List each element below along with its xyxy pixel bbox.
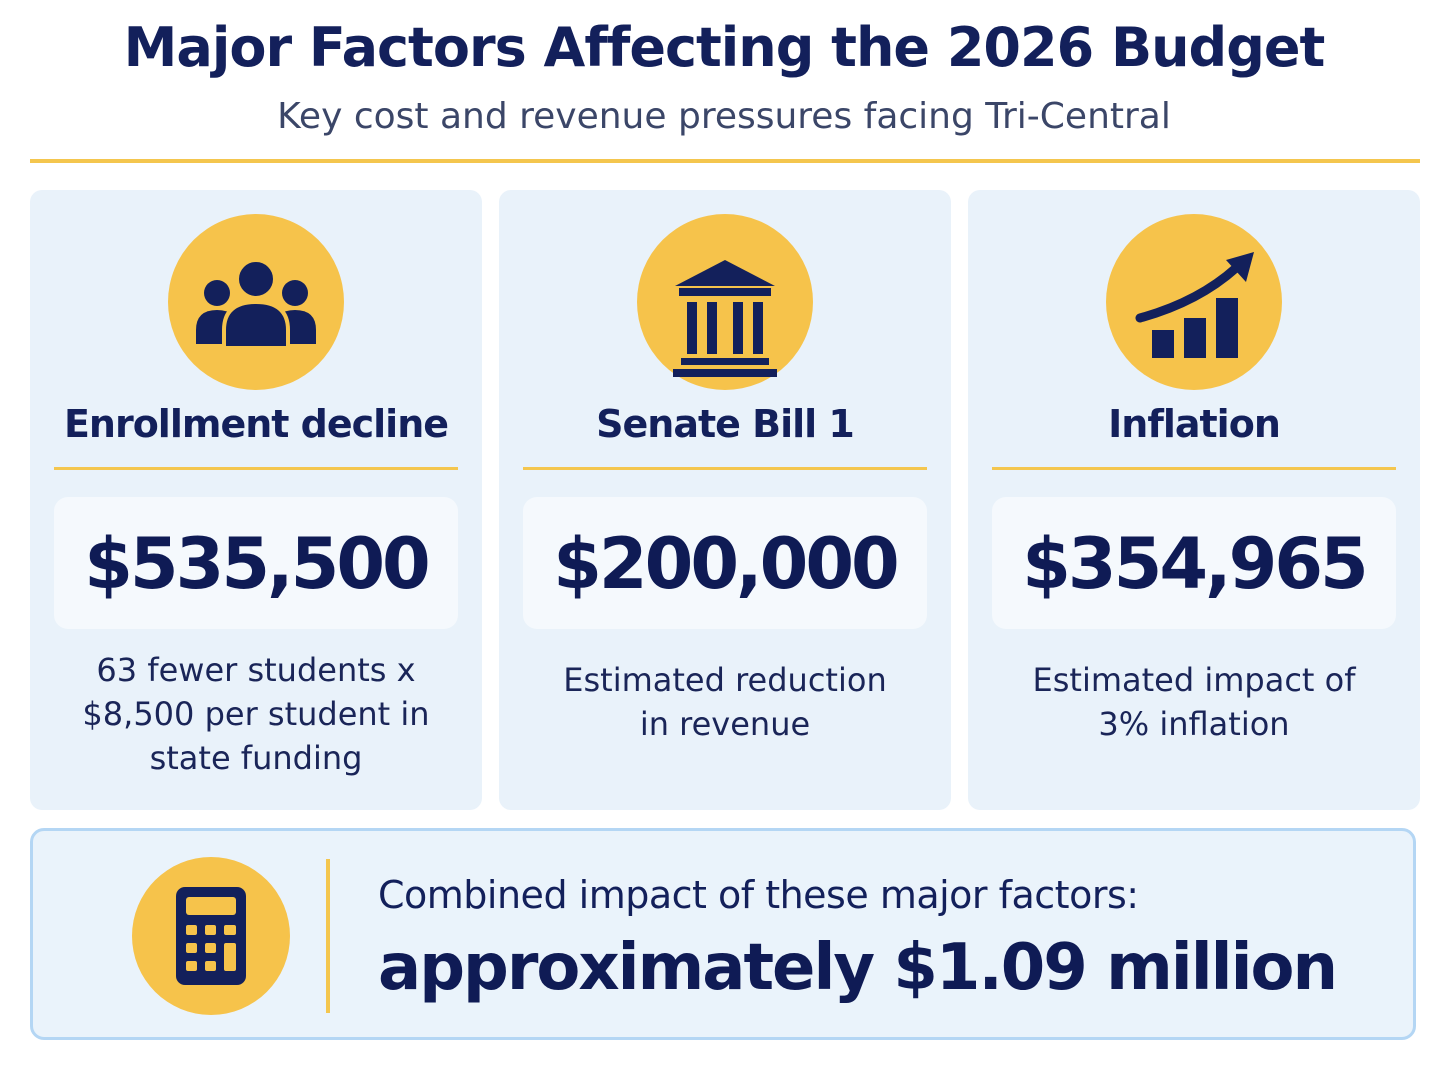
government-building-icon: [637, 214, 813, 390]
card-title: Senate Bill 1: [596, 402, 855, 446]
card-title: Inflation: [1108, 402, 1281, 446]
people-group-icon: [168, 214, 344, 390]
card-divider: [523, 467, 927, 470]
factor-card-enrollment: Enrollment decline $535,500 63 fewer stu…: [30, 190, 482, 810]
card-amount: $200,000: [553, 523, 900, 605]
amount-box: $200,000: [523, 497, 927, 629]
calculator-icon: [132, 857, 290, 1015]
page-subtitle: Key cost and revenue pressures facing Tr…: [277, 96, 1171, 137]
rising-bar-chart-icon: [1106, 214, 1282, 390]
card-amount: $535,500: [84, 523, 431, 605]
amount-box: $535,500: [54, 497, 458, 629]
summary-value: approximately $1.09 million: [378, 931, 1338, 1005]
combined-impact-panel: Combined impact of these major factors: …: [30, 828, 1416, 1040]
description-line: $8,500 per student in: [82, 695, 430, 733]
card-divider: [992, 467, 1396, 470]
factor-card-senate-bill: Senate Bill 1 $200,000 Estimated reducti…: [499, 190, 951, 810]
factor-card-inflation: Inflation $354,965 Estimated impact of 3…: [968, 190, 1420, 810]
card-divider: [54, 467, 458, 470]
summary-label: Combined impact of these major factors:: [378, 873, 1139, 917]
description-line: 63 fewer students x: [96, 651, 416, 689]
amount-box: $354,965: [992, 497, 1396, 629]
header-divider: [30, 159, 1420, 163]
card-description: Estimated impact of 3% inflation: [1008, 658, 1380, 746]
description-line: state funding: [149, 739, 363, 777]
description-line: Estimated reduction: [563, 661, 887, 699]
card-description: Estimated reduction in revenue: [539, 658, 911, 746]
card-amount: $354,965: [1022, 523, 1369, 605]
description-line: in revenue: [639, 705, 811, 743]
summary-divider: [326, 859, 330, 1013]
page-title: Major Factors Affecting the 2026 Budget: [123, 16, 1326, 79]
description-line: Estimated impact of: [1032, 661, 1356, 699]
card-title: Enrollment decline: [63, 402, 449, 446]
description-line: 3% inflation: [1098, 705, 1290, 743]
card-description: 63 fewer students x $8,500 per student i…: [70, 648, 442, 780]
